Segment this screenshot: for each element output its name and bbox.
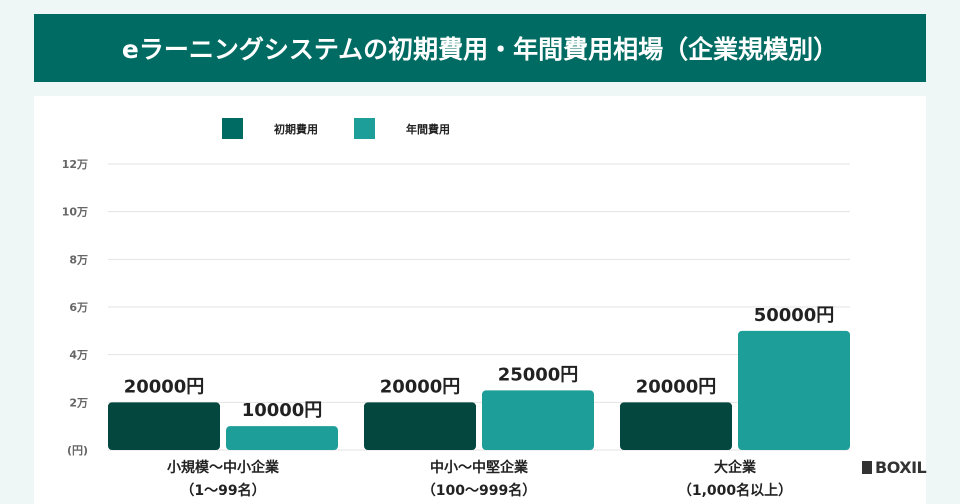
bar — [620, 402, 732, 450]
x-tick-label: 小規模〜中小企業 — [167, 459, 280, 476]
data-label: 50000円 — [754, 305, 835, 326]
logo-icon — [862, 461, 872, 474]
x-tick-sublabel: （1,000名以上） — [678, 482, 792, 499]
data-label: 20000円 — [636, 376, 717, 397]
data-label: 10000円 — [242, 400, 323, 421]
legend-swatch — [354, 118, 375, 139]
x-tick-label: 中小〜中堅企業 — [430, 459, 529, 476]
y-tick-label: 8万 — [69, 253, 88, 266]
bar — [108, 402, 220, 450]
y-tick-label: 12万 — [62, 158, 88, 171]
y-tick-label: 2万 — [69, 396, 88, 409]
page-title: eラーニングシステムの初期費用・年間費用相場（企業規模別） — [34, 14, 926, 82]
logo-text: BOXIL — [875, 458, 927, 477]
bar — [738, 330, 850, 450]
x-tick-label: 大企業 — [714, 459, 757, 476]
y-tick-label: 4万 — [69, 349, 88, 362]
data-label: 25000円 — [498, 364, 579, 385]
data-label: 20000円 — [124, 376, 205, 397]
bar — [226, 426, 338, 450]
boxil-logo: BOXIL — [862, 458, 927, 477]
x-tick-sublabel: （100〜999名） — [422, 482, 536, 499]
bar — [364, 402, 476, 450]
legend-swatch — [222, 118, 243, 139]
x-tick-sublabel: （1〜99名） — [180, 482, 265, 499]
y-tick-label: 6万 — [69, 301, 88, 314]
bar — [482, 390, 594, 450]
y-tick-label: 10万 — [62, 206, 88, 219]
y-tick-label: (円) — [67, 444, 88, 457]
legend-label: 初期費用 — [274, 122, 318, 136]
legend-label: 年間費用 — [406, 122, 450, 136]
data-label: 20000円 — [380, 376, 461, 397]
